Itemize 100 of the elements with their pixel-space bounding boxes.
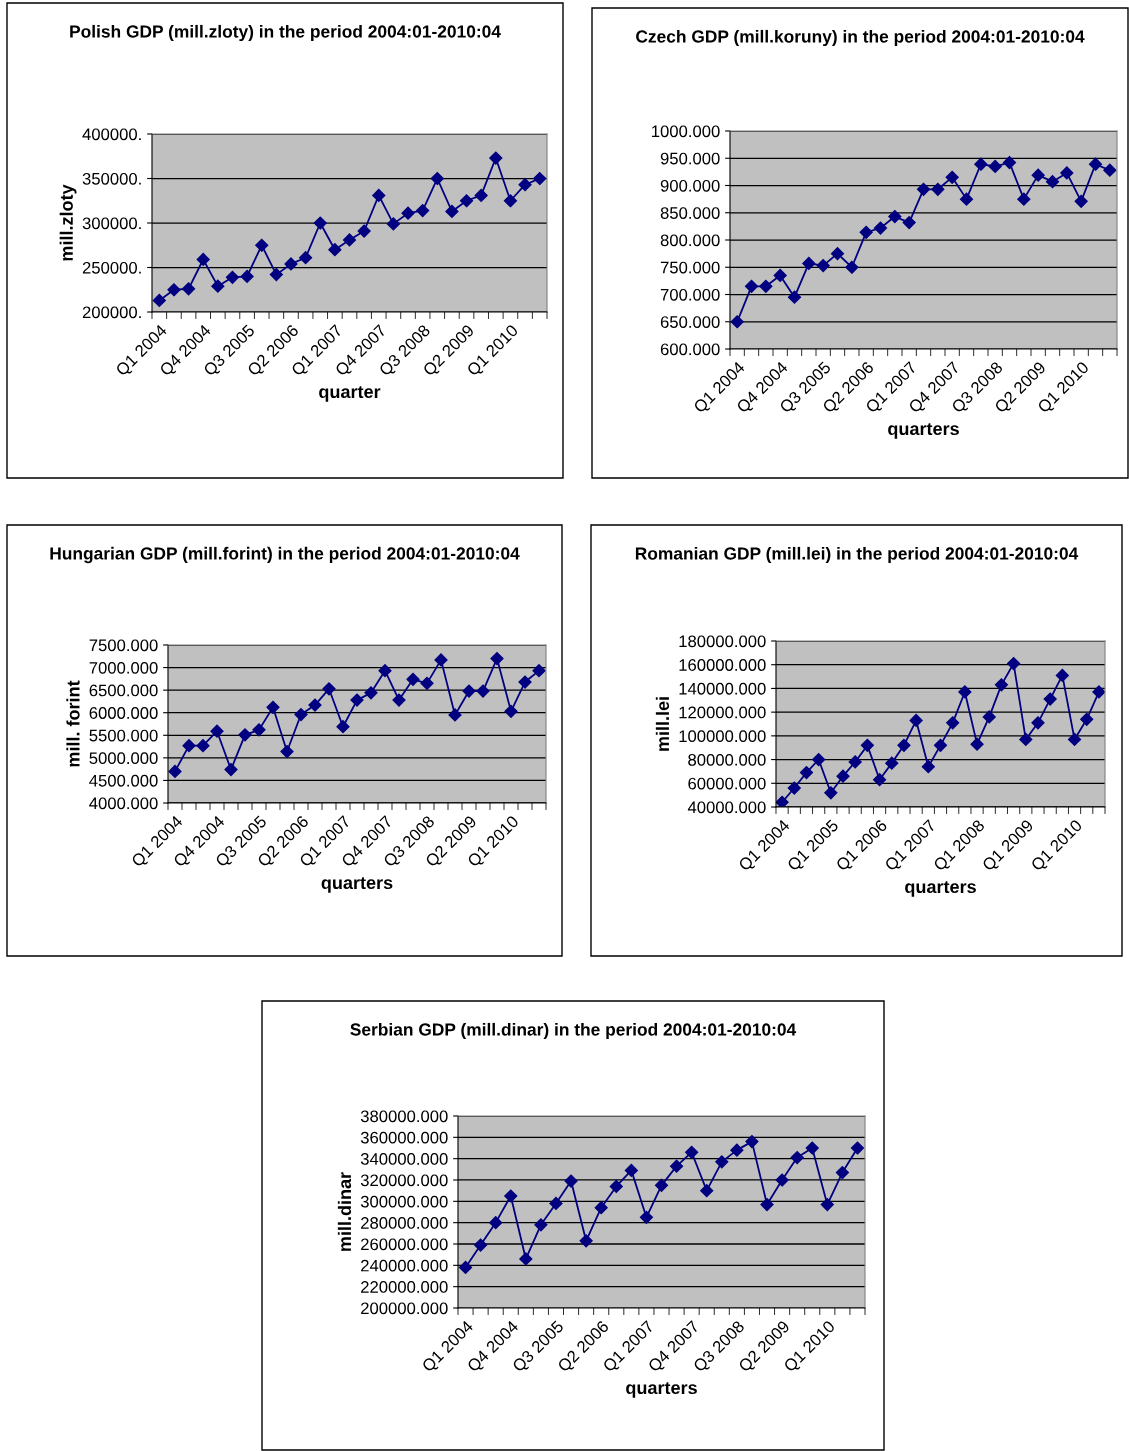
point	[994, 678, 1009, 692]
point	[313, 216, 327, 230]
y-tick-label: 650.000	[660, 316, 720, 328]
y-axis-title: mill. forint	[66, 680, 80, 767]
point	[518, 178, 532, 192]
y-tick-label: 300000.000	[360, 1195, 448, 1208]
point	[392, 693, 406, 707]
chart-title: Romanian GDP (mill.lei) in the period 2004:01-2010:04	[635, 546, 1079, 564]
point	[182, 739, 196, 753]
y-tick-label: 1000.000	[652, 125, 720, 138]
point	[730, 315, 744, 329]
point	[1043, 692, 1057, 706]
point	[933, 738, 948, 752]
x-axis-title: quarters	[905, 881, 976, 897]
y-tick-label: 360000.000	[360, 1131, 448, 1144]
x-axis-title: quarters	[321, 877, 393, 893]
point	[168, 764, 182, 778]
y-tick-label: 750.000	[660, 261, 720, 274]
point	[489, 1216, 503, 1230]
point	[885, 756, 899, 770]
chart-title: Hungarian GDP (mill.forint) in the period 2004:01-2010:04	[50, 546, 520, 564]
point	[1080, 712, 1094, 726]
point	[474, 188, 488, 202]
point	[211, 279, 225, 293]
point	[328, 243, 342, 257]
point	[830, 247, 845, 261]
point	[579, 1234, 593, 1248]
y-tick-label: 4000.000	[89, 797, 158, 810]
y-tick-label: 240000.000	[361, 1259, 448, 1272]
y-tick-label: 180000.000	[679, 635, 766, 648]
point	[624, 1163, 638, 1177]
point	[255, 238, 269, 252]
point	[196, 252, 210, 267]
point	[196, 739, 210, 753]
point	[945, 170, 959, 184]
y-tick-label: 400000.	[82, 128, 141, 141]
y-tick-label: 600.000	[660, 343, 720, 356]
point	[386, 217, 400, 231]
y-tick-label: 140000.000	[679, 682, 766, 695]
point	[322, 682, 336, 696]
point	[225, 270, 240, 284]
point	[434, 653, 448, 667]
point	[152, 293, 166, 308]
point	[564, 1174, 578, 1188]
point	[959, 192, 974, 206]
point	[1055, 668, 1069, 682]
y-axis-title: mill.dinar	[337, 1172, 352, 1251]
y-tick-label: 700.000	[660, 288, 720, 301]
point	[503, 194, 518, 208]
point	[416, 203, 430, 218]
point	[715, 1155, 729, 1169]
y-tick-label: 120000.000	[679, 706, 766, 719]
point	[982, 710, 996, 724]
chart-title: Polish GDP (mill.zloty) in the period 2004:01-2010:04	[70, 24, 501, 42]
point	[759, 279, 773, 293]
point	[299, 251, 313, 265]
point	[787, 290, 802, 304]
point	[776, 795, 789, 807]
point	[974, 157, 988, 171]
point	[835, 1165, 849, 1180]
y-tick-label: 220000.000	[361, 1281, 448, 1293]
point	[357, 224, 371, 238]
point	[745, 1135, 759, 1149]
point	[504, 1189, 518, 1203]
y-tick-label: 60000.000	[688, 777, 766, 790]
y-tick-label: 900.000	[660, 179, 720, 192]
point	[458, 1260, 473, 1275]
y-tick-label: 7500.000	[89, 639, 158, 652]
point	[816, 259, 830, 273]
point	[238, 728, 252, 742]
point	[445, 204, 459, 219]
point	[872, 773, 887, 787]
point	[430, 171, 444, 186]
point	[342, 233, 357, 247]
point	[802, 256, 816, 271]
point	[532, 664, 546, 678]
point	[744, 279, 759, 293]
x-axis-title: quarter	[319, 386, 381, 402]
point	[210, 724, 224, 738]
point	[420, 676, 434, 690]
point	[489, 151, 503, 165]
point	[775, 1173, 789, 1187]
point	[873, 221, 888, 235]
point	[773, 268, 787, 283]
point	[931, 182, 945, 196]
point	[448, 708, 462, 722]
x-axis-title: quarters	[626, 1382, 697, 1398]
y-tick-label: 380000.000	[360, 1110, 448, 1123]
point	[685, 1145, 699, 1159]
point	[848, 755, 862, 769]
point	[970, 737, 984, 751]
chart-title: Serbian GDP (mill.dinar) in the period 2004:01-2010:04	[350, 1022, 797, 1040]
point	[1092, 685, 1105, 699]
point	[790, 1151, 804, 1165]
point	[946, 716, 960, 730]
point	[958, 685, 972, 699]
y-axis-title: mill.zloty	[59, 184, 77, 261]
point	[266, 700, 280, 714]
point	[1017, 192, 1031, 206]
point	[240, 269, 254, 283]
